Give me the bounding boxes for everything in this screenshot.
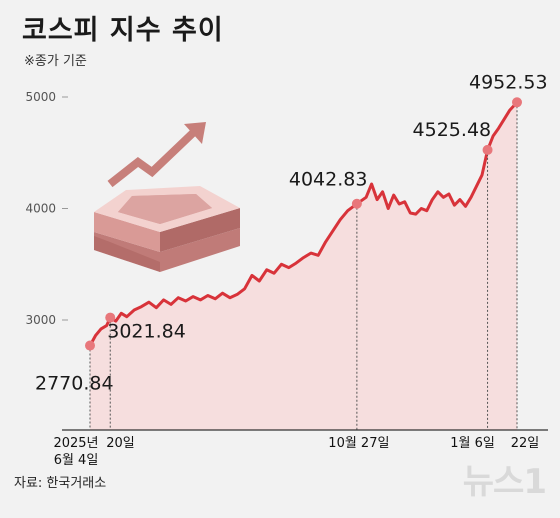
data-point-marker — [85, 340, 95, 351]
y-tick-label: 4000 — [25, 202, 56, 216]
source-note: 자료: 한국거래소 — [14, 476, 107, 491]
area-fill — [90, 102, 517, 431]
y-axis: 3000 4000 5000 — [25, 90, 68, 327]
data-label: 2770.84 — [35, 373, 114, 395]
watermark-logo: 뉴스1 — [462, 462, 547, 502]
data-point-marker — [482, 144, 493, 155]
annotation-markers: 2770.84 3021.84 4042.83 4525.48 4952.53 — [35, 71, 548, 430]
data-point-marker — [351, 198, 362, 209]
kospi-series-line — [88, 101, 519, 347]
data-label: 3021.84 — [107, 321, 186, 343]
x-tick-label: 10월 27일 — [328, 436, 389, 451]
x-tick-label: 20일 — [106, 436, 135, 451]
data-label: 4525.48 — [413, 119, 492, 141]
rising-index-icon — [94, 122, 240, 272]
data-label: 4952.53 — [469, 71, 548, 93]
x-axis: 2025년 6월 4일 20일 10월 27일 1월 6일 22일 — [53, 429, 548, 468]
data-point-marker — [512, 97, 522, 108]
x-tick-label: 1월 6일 — [450, 436, 495, 451]
x-tick-label: 6월 4일 — [54, 453, 99, 468]
x-tick-label: 22일 — [511, 436, 540, 451]
y-tick-label: 5000 — [25, 90, 56, 104]
data-point-marker — [105, 312, 116, 323]
chart-subtitle: ※종가 기준 — [24, 54, 87, 69]
x-tick-label: 2025년 — [53, 436, 98, 451]
chart-title: 코스피 지수 추이 — [22, 15, 224, 46]
plot-area — [88, 101, 519, 431]
data-label: 4042.83 — [289, 169, 368, 191]
y-tick-label: 3000 — [25, 313, 56, 327]
